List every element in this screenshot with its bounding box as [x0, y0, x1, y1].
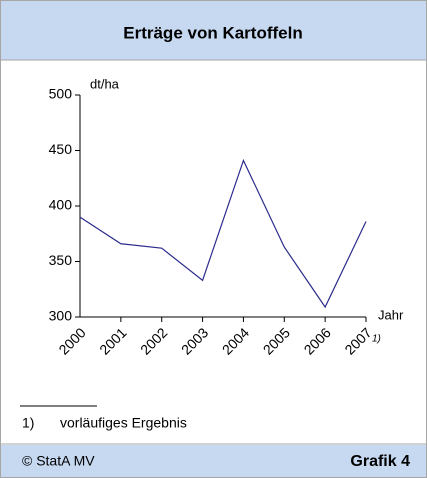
- title-band: [1, 1, 426, 60]
- y-axis-label: dt/ha: [90, 76, 120, 91]
- footnote: vorläufiges Ergebnis: [60, 415, 187, 431]
- y-tick-label: 400: [49, 197, 73, 213]
- figure-label: Grafik 4: [350, 453, 410, 470]
- line-series: [79, 158, 367, 309]
- x-tick-note: 1): [372, 334, 381, 345]
- chart-title: Erträge von Kartoffeln: [123, 23, 302, 42]
- footnote-marker: 1): [22, 415, 34, 431]
- y-tick-label: 350: [49, 252, 73, 268]
- source: © StatA MV: [22, 453, 95, 469]
- footer-band: [1, 445, 426, 477]
- y-tick-label: 500: [49, 86, 73, 102]
- x-axis-label: Jahr: [378, 307, 404, 322]
- y-tick-label: 300: [49, 308, 73, 324]
- y-tick-label: 450: [49, 141, 73, 157]
